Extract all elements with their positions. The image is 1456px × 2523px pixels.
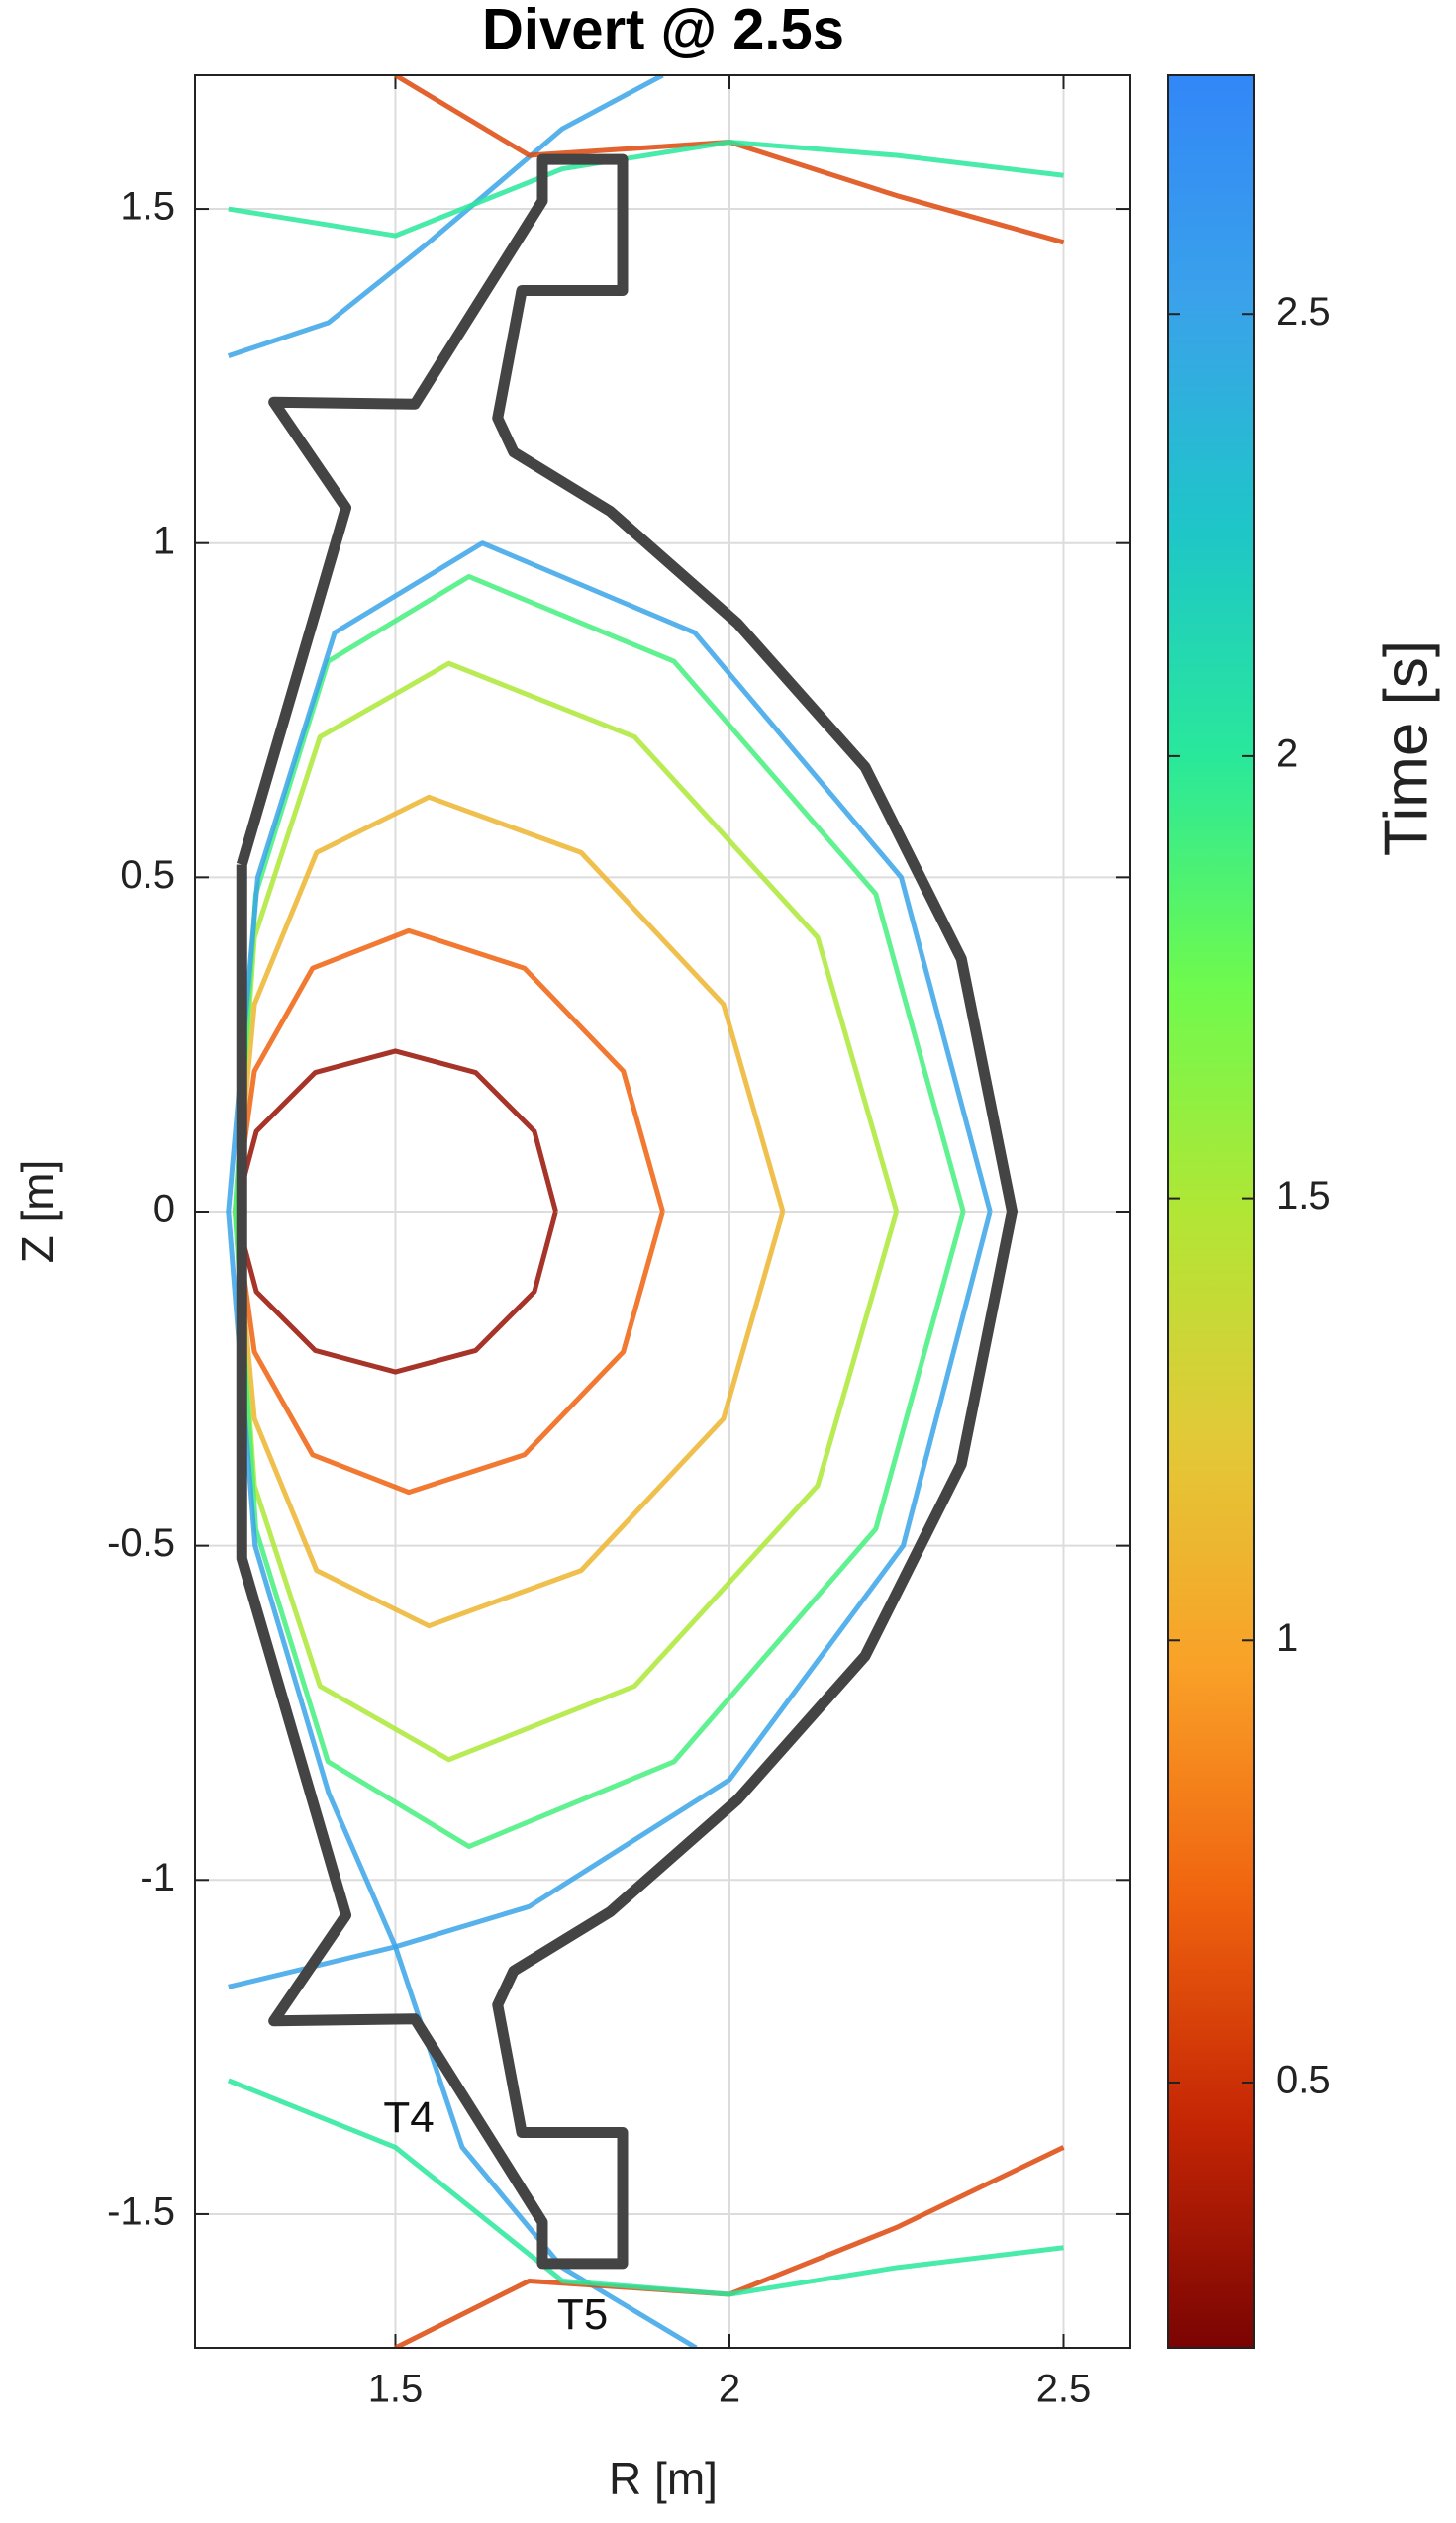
y-tick-label: 0.5: [120, 853, 175, 897]
colorbar-label: Time [s]: [1372, 640, 1440, 856]
x-tick-label: 1.5: [368, 2368, 424, 2411]
y-tick-label: -0.5: [107, 1521, 175, 1565]
annotation: T4: [383, 2093, 434, 2142]
y-tick-label: -1.5: [107, 2190, 175, 2234]
flux-contour: [227, 75, 664, 358]
vessel-wall: [236, 153, 1019, 2270]
contour-group: [226, 75, 1065, 2348]
flux-contour: [228, 1944, 698, 2348]
flux-contour: [227, 2078, 1064, 2297]
flux-contour: [233, 573, 966, 1850]
y-tick-label: 1: [153, 519, 175, 562]
y-tick-label: 1.5: [120, 185, 175, 229]
colorbar-tick-label: 0.5: [1276, 2059, 1331, 2102]
colorbar-tick-label: 2: [1276, 731, 1298, 775]
y-axis-label: Z [m]: [12, 1160, 63, 1264]
annotation: T5: [557, 2290, 608, 2339]
y-tick-label: 0: [153, 1188, 175, 1231]
x-tick-label: 2.5: [1036, 2368, 1092, 2411]
axes-box: [194, 74, 1131, 2349]
x-tick-label: 2: [719, 2368, 740, 2411]
y-tick-label: -1: [140, 1856, 175, 1899]
x-axis-label: R [m]: [609, 2453, 718, 2504]
colorbar-tick-label: 1.5: [1276, 1174, 1331, 1217]
colorbar-tick-label: 2.5: [1276, 290, 1331, 334]
colorbar: [1167, 74, 1255, 2349]
chart-title: Divert @ 2.5s: [482, 0, 844, 61]
colorbar-tick-label: 1: [1276, 1616, 1298, 1660]
flux-contour: [228, 140, 1064, 239]
